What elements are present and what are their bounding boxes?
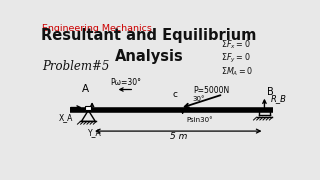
Text: P=5000N: P=5000N [193, 86, 230, 95]
Text: c: c [173, 90, 178, 99]
Text: Engineering Mechanics: Engineering Mechanics [43, 24, 152, 33]
Text: $\Sigma M_A = 0$: $\Sigma M_A = 0$ [221, 66, 253, 78]
Text: Resultant and Equilibrium: Resultant and Equilibrium [41, 28, 257, 43]
Text: B: B [267, 87, 274, 97]
Polygon shape [85, 106, 91, 110]
Text: 30°: 30° [193, 96, 205, 102]
Text: R_B: R_B [271, 94, 286, 103]
Text: $\Sigma F_y = 0$: $\Sigma F_y = 0$ [221, 52, 251, 65]
Text: Pω=30°: Pω=30° [110, 78, 141, 87]
Text: Psin30°: Psin30° [186, 117, 213, 123]
Text: X_A: X_A [59, 113, 73, 122]
Text: A: A [82, 84, 90, 94]
Text: Analysis: Analysis [115, 49, 183, 64]
Text: Problem#5: Problem#5 [43, 60, 110, 73]
Text: $\Sigma F_x = 0$: $\Sigma F_x = 0$ [221, 38, 251, 51]
Text: 5 m: 5 m [170, 132, 188, 141]
Text: Y_A: Y_A [88, 128, 101, 137]
